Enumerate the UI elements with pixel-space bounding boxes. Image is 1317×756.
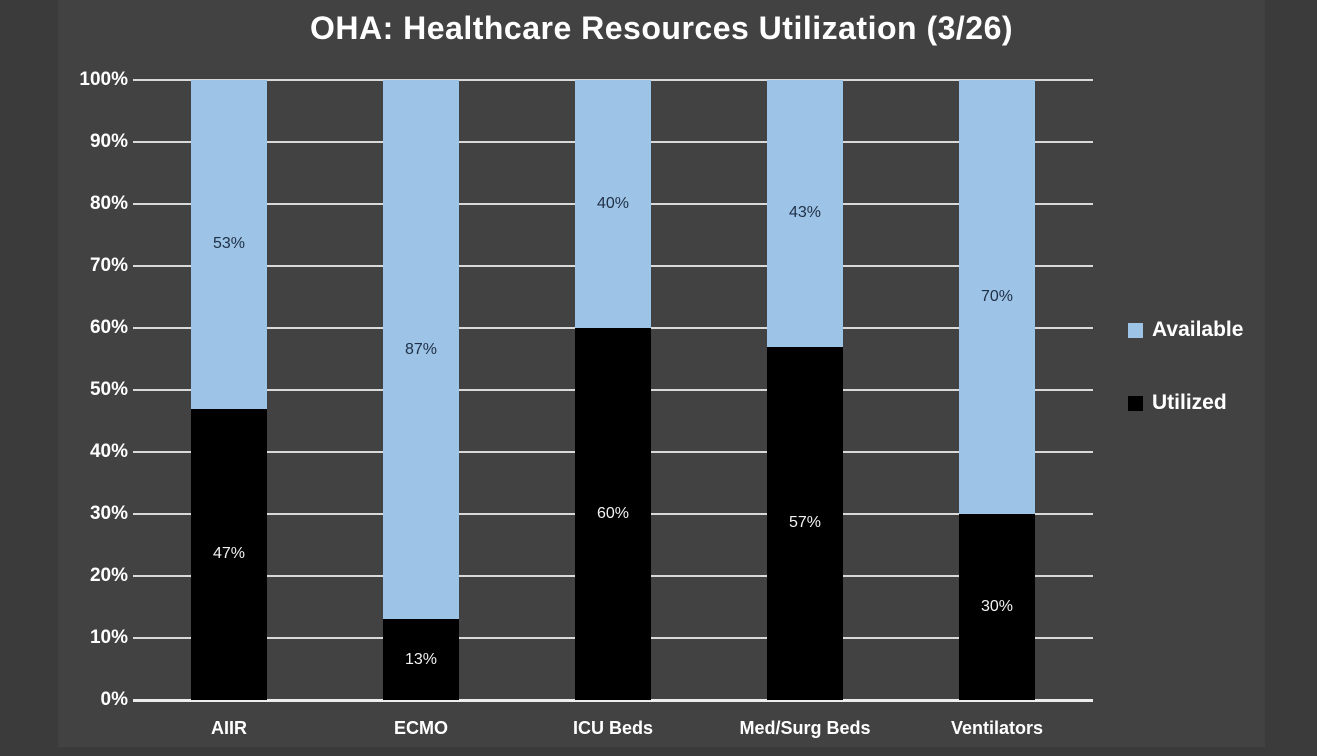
data-label-utilized: 13% (404, 650, 438, 668)
bar-segment-utilized (767, 346, 843, 700)
data-label-available: 43% (788, 204, 822, 222)
utilized-swatch-icon (1128, 395, 1143, 411)
x-tick-label: ICU Beds (572, 718, 654, 738)
data-label-utilized: 60% (596, 505, 630, 522)
y-tick-label: 90% (89, 131, 128, 152)
y-tick-label: 100% (79, 69, 128, 90)
y-tick-label: 10% (89, 627, 128, 648)
x-axis-line (133, 699, 1093, 702)
bar-segment-available (959, 80, 1035, 514)
legend-item-utilized: Utilized (1128, 391, 1227, 415)
y-tick-label: 20% (89, 565, 128, 586)
bar-segment-available (575, 80, 651, 328)
data-label-utilized: 47% (212, 545, 246, 563)
bar-ecmo (383, 80, 459, 700)
x-tick-label: ECMO (394, 718, 448, 738)
y-tick-label: 30% (89, 503, 128, 524)
legend-label-available: Available (1152, 318, 1244, 341)
data-label-available: 87% (404, 340, 438, 358)
bar-segment-available (383, 80, 459, 620)
x-axis: AIIR ECMO ICU Beds Med/Surg Beds Ventilators (133, 714, 1093, 746)
data-label-utilized: 57% (788, 514, 822, 532)
bar-med-surg-beds (767, 80, 843, 700)
chart-title: OHA: Healthcare Resources Utilization (3… (309, 10, 1014, 46)
bar-icu-beds (575, 80, 651, 700)
y-tick-label: 60% (89, 317, 128, 338)
data-label-available: 70% (980, 288, 1014, 305)
y-tick-label: 0% (100, 689, 128, 710)
x-tick-label: Ventilators (950, 718, 1044, 738)
bar-segment-available (191, 80, 267, 409)
available-swatch-icon (1128, 322, 1143, 338)
y-tick-label: 50% (89, 379, 128, 400)
y-tick-label: 40% (89, 441, 128, 462)
data-label-available: 53% (212, 235, 246, 253)
y-axis: 100% 90% 80% 70% 60% 50% 40% 30% 20% 10% 0% (0, 69, 128, 710)
legend-label-utilized: Utilized (1152, 391, 1227, 414)
plot-area: 47% 53% 13% 87% 60% 40% 57% 43% 30% 70% (133, 79, 1093, 702)
data-label-available: 40% (596, 195, 630, 212)
bar-segment-utilized (383, 619, 459, 700)
bar-ventilators (959, 80, 1035, 700)
bar-segment-available (767, 80, 843, 347)
legend-item-available: Available (1128, 318, 1243, 342)
bar-aiir (191, 80, 267, 700)
y-tick-label: 70% (89, 255, 128, 276)
y-tick-label: 80% (89, 193, 128, 214)
bar-segment-utilized (575, 328, 651, 700)
bar-segment-utilized (191, 408, 267, 700)
data-label-utilized: 30% (980, 598, 1014, 615)
x-tick-label: Med/Surg Beds (739, 718, 871, 738)
bar-segment-utilized (959, 514, 1035, 700)
x-tick-label: AIIR (211, 718, 247, 738)
